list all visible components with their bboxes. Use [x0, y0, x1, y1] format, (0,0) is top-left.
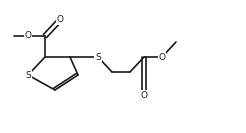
Text: S: S: [95, 53, 101, 61]
Text: O: O: [25, 32, 31, 41]
Text: O: O: [158, 53, 166, 61]
Text: O: O: [57, 16, 63, 24]
Text: S: S: [25, 70, 31, 80]
Text: O: O: [140, 90, 148, 99]
